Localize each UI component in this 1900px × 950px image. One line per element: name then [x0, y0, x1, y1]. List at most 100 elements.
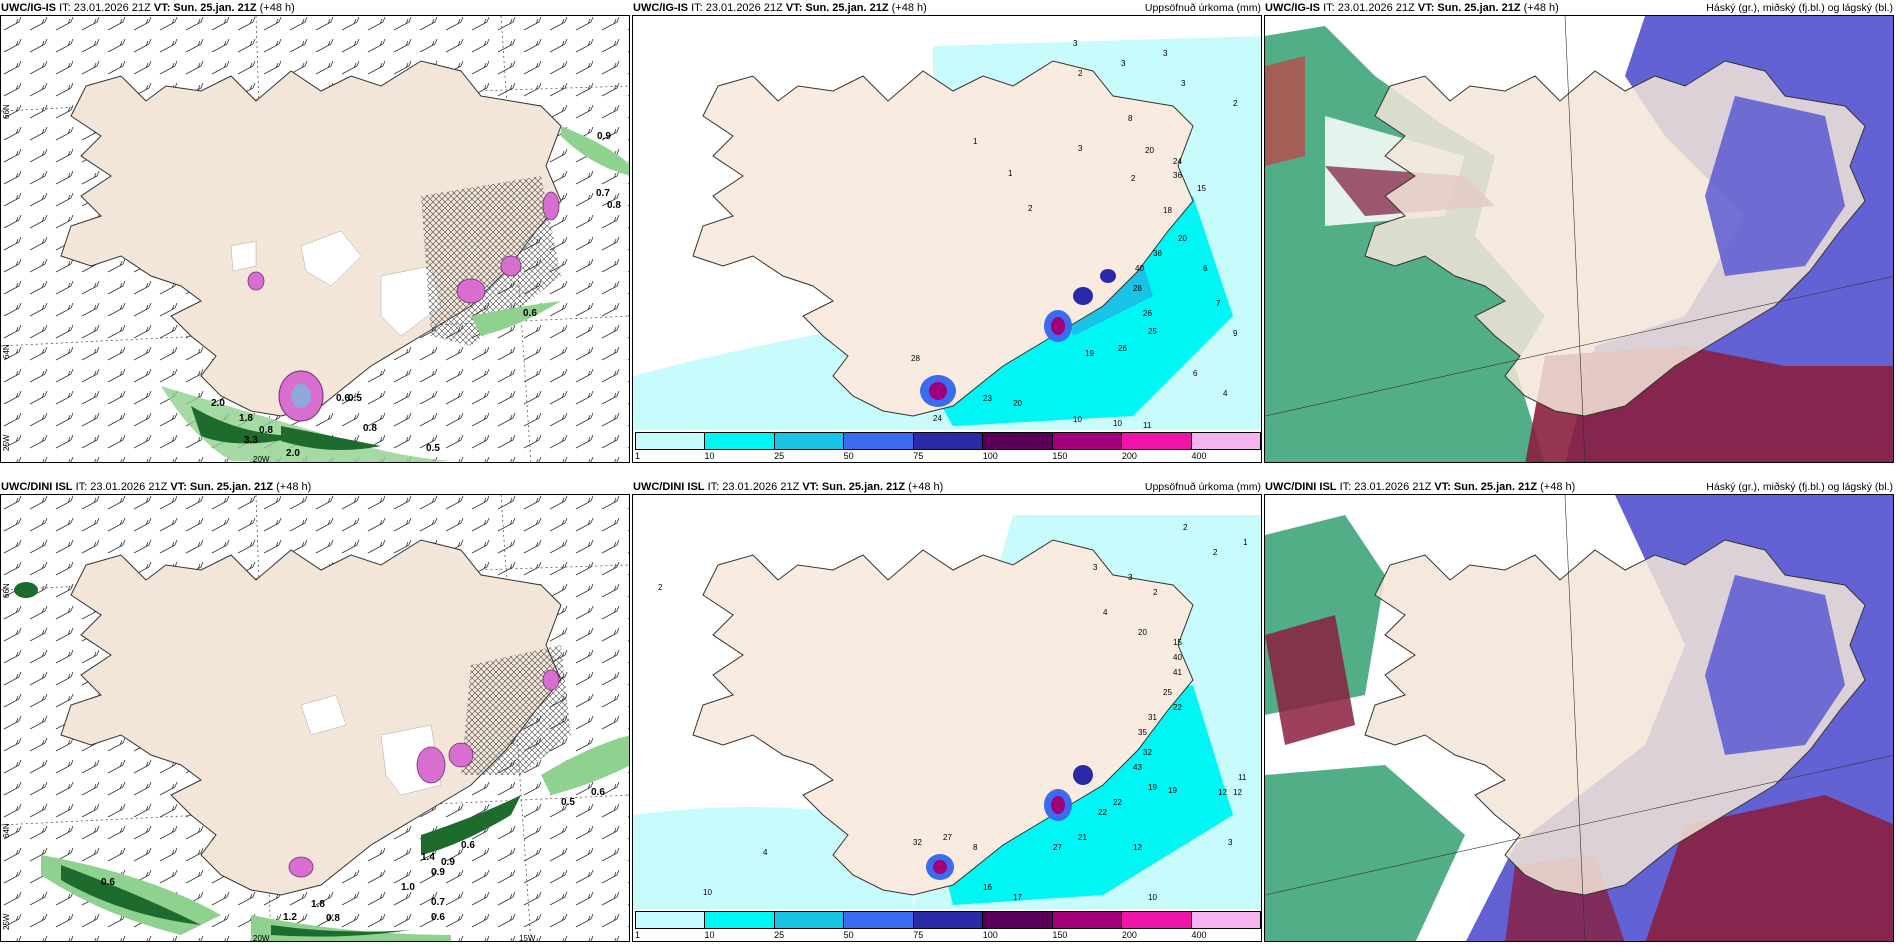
- wind-visibility-map-r2[interactable]: 0.6 0.5 0.6 0.9 1.0 0.7 0.6 0.8 0.6 1.2 …: [0, 494, 630, 942]
- colorbar-label: 100: [982, 930, 998, 940]
- svg-text:4: 4: [1223, 389, 1228, 398]
- colorbar-swatch: [705, 433, 775, 449]
- visibility-label: 0.6: [591, 787, 605, 798]
- colorbar-swatch: [1052, 433, 1123, 449]
- svg-text:20W: 20W: [253, 934, 270, 942]
- svg-text:36: 36: [1173, 171, 1182, 180]
- colorbar-label: 50: [843, 451, 854, 461]
- iceland-land: [692, 539, 1194, 896]
- svg-text:10: 10: [1148, 893, 1157, 902]
- svg-text:3: 3: [1181, 79, 1186, 88]
- svg-text:19: 19: [1085, 349, 1094, 358]
- panel-title-r1c2: UWC/IG-IS IT: 23.01.2026 21Z VT: Sun. 25…: [633, 2, 927, 14]
- colorbar-swatch: [636, 912, 706, 928]
- svg-text:20W: 20W: [253, 455, 270, 463]
- visibility-label: 2.0: [286, 448, 300, 459]
- svg-text:25W: 25W: [2, 434, 11, 451]
- cloud-map-r2[interactable]: [1264, 494, 1894, 942]
- svg-text:36: 36: [1153, 249, 1162, 258]
- svg-text:18: 18: [1163, 206, 1172, 215]
- panel-title-r2c3: UWC/DINI ISL IT: 23.01.2026 21Z VT: Sun.…: [1265, 481, 1576, 493]
- colorbar-label: 100: [982, 451, 998, 461]
- colorbar-swatch: [636, 433, 706, 449]
- cloud-map-r1[interactable]: [1264, 15, 1894, 463]
- svg-text:12: 12: [1218, 788, 1227, 797]
- svg-text:10: 10: [703, 888, 712, 897]
- colorbar-label: 75: [913, 930, 924, 940]
- iceland-land: [60, 60, 562, 417]
- glacier: [230, 240, 257, 272]
- svg-text:2: 2: [1028, 204, 1033, 213]
- visibility-label: 0.8: [363, 423, 377, 434]
- svg-text:27: 27: [943, 833, 952, 842]
- visibility-label: 0.5: [561, 797, 575, 808]
- svg-text:8: 8: [1128, 114, 1133, 123]
- visibility-label: 0.6: [461, 840, 475, 851]
- svg-text:15: 15: [1197, 184, 1206, 193]
- visibility-label: 0.8: [607, 200, 621, 211]
- svg-text:3: 3: [1073, 39, 1078, 48]
- colorbar-swatch: [844, 912, 914, 928]
- map-canvas-r2c1: 0.6 0.5 0.6 0.9 1.0 0.7 0.6 0.8 0.6 1.2 …: [1, 495, 629, 942]
- panel-subtitle-r1c3: Háský (gr.), miðský (fj.bl.) og lágský (…: [1706, 2, 1893, 14]
- visibility-label: 1.8: [311, 899, 325, 910]
- visibility-label: 0.6: [336, 393, 350, 404]
- svg-text:66N: 66N: [2, 104, 11, 119]
- svg-text:40: 40: [1135, 264, 1144, 273]
- svg-text:3: 3: [1078, 144, 1083, 153]
- precip-colorbar: 1 10 25 50 75 100 150 200 400: [633, 430, 1261, 462]
- panel-title-r2c1: UWC/DINI ISL IT: 23.01.2026 21Z VT: Sun.…: [1, 481, 312, 493]
- visibility-label: 0.8: [259, 425, 273, 436]
- svg-text:9: 9: [1233, 329, 1238, 338]
- svg-text:10: 10: [1113, 419, 1122, 428]
- precip-value-labels: 2 2 1 2 3 4 3 20 15 40 41 25 22 31 35 32…: [658, 523, 1248, 902]
- colorbar-label: 400: [1191, 930, 1207, 940]
- svg-text:22: 22: [1173, 703, 1182, 712]
- visibility-label: 0.9: [597, 131, 611, 142]
- visibility-label: 0.6: [101, 877, 115, 888]
- panel-title-r1c3: UWC/IG-IS IT: 23.01.2026 21Z VT: Sun. 25…: [1265, 2, 1559, 14]
- panel-title-r2c2: UWC/DINI ISL IT: 23.01.2026 21Z VT: Sun.…: [633, 481, 944, 493]
- svg-text:1: 1: [1243, 538, 1248, 547]
- svg-text:3: 3: [1121, 59, 1126, 68]
- svg-text:24: 24: [933, 414, 942, 423]
- svg-text:4: 4: [763, 848, 768, 857]
- map-canvas-r1c2: 3 3 3 2 3 2 1 1 2 2 3 8 20 24 36 15 18 2…: [633, 36, 1261, 431]
- visibility-label: 1.2: [283, 912, 297, 923]
- colorbar-swatch: [774, 912, 845, 928]
- glacier: [300, 694, 347, 736]
- svg-text:11: 11: [1143, 421, 1152, 430]
- colorbar-swatch: [1122, 433, 1192, 449]
- svg-text:40: 40: [1173, 653, 1182, 662]
- svg-text:27: 27: [1053, 843, 1062, 852]
- map-canvas-r2c3: [1265, 495, 1893, 941]
- svg-text:16: 16: [983, 883, 992, 892]
- svg-text:8: 8: [973, 843, 978, 852]
- glacier: [300, 230, 362, 287]
- svg-text:22: 22: [1098, 808, 1107, 817]
- wind-visibility-map-r1[interactable]: 0.9 0.6 0.7 0.8 0.6 0.5 0.8 0.8 0.5 2.0 …: [0, 15, 630, 463]
- colorbar-label: 1: [635, 930, 641, 940]
- svg-text:11: 11: [1238, 773, 1247, 782]
- svg-text:32: 32: [913, 838, 922, 847]
- colorbar-label: 10: [704, 930, 715, 940]
- svg-text:1: 1: [1008, 169, 1013, 178]
- precip-colorbar: 1 10 25 50 75 100 150 200 400: [633, 909, 1261, 941]
- svg-text:6: 6: [1203, 264, 1208, 273]
- svg-text:12: 12: [1133, 843, 1142, 852]
- colorbar-label: 75: [913, 451, 924, 461]
- iceland-land: [692, 60, 1194, 417]
- svg-text:21: 21: [1078, 833, 1087, 842]
- precip-map-r1[interactable]: 3 3 3 2 3 2 1 1 2 2 3 8 20 24 36 15 18 2…: [632, 15, 1262, 463]
- colorbar-label: 200: [1121, 451, 1137, 461]
- svg-text:25: 25: [1163, 688, 1172, 697]
- colorbar-swatch: [1122, 912, 1192, 928]
- svg-text:2: 2: [658, 583, 663, 592]
- colorbar-swatch: [705, 912, 775, 928]
- colorbar-label: 200: [1121, 930, 1137, 940]
- precip-value-labels: 3 3 3 2 3 2 1 1 2 2 3 8 20 24 36 15 18 2…: [911, 39, 1238, 430]
- precip-hatch: [421, 176, 561, 346]
- visibility-label: 1.4: [421, 852, 435, 863]
- svg-text:25: 25: [1148, 327, 1157, 336]
- precip-map-r2[interactable]: 2 2 1 2 3 4 3 20 15 40 41 25 22 31 35 32…: [632, 494, 1262, 942]
